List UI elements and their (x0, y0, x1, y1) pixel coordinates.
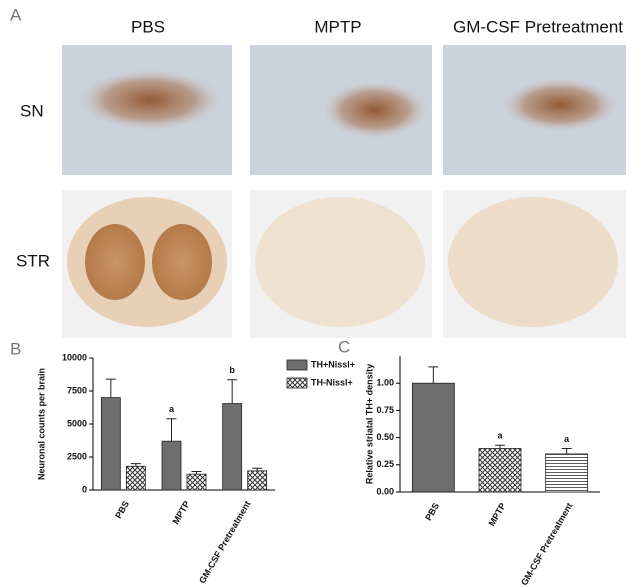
staining (320, 80, 430, 140)
annotation: b (229, 365, 235, 375)
y-tick-label: 0.00 (376, 486, 394, 496)
y-tick-label: 0.50 (376, 432, 394, 442)
bar (125, 465, 146, 491)
error-bar (252, 467, 263, 471)
x-tick-label: PBS (113, 499, 131, 520)
row-label: STR (16, 251, 50, 270)
y-tick-label: 0.75 (376, 405, 394, 415)
error-bar (191, 471, 202, 475)
bar (186, 473, 207, 491)
annotation: a (564, 434, 570, 444)
error-bar (561, 447, 572, 454)
bar (247, 470, 268, 491)
annotation: a (169, 404, 175, 414)
x-tick-label: GM-CSF Pretreatment (519, 501, 574, 587)
error-bar (428, 366, 439, 384)
y-axis-label: Relative striatal TH+ density (364, 364, 374, 484)
column-title: PBS (131, 17, 165, 36)
striatum (85, 224, 145, 300)
bar (100, 397, 121, 491)
panel-label: A (10, 5, 22, 24)
brain-slice (448, 197, 618, 327)
striatum (152, 224, 212, 300)
legend-label: TH+Nissl+ (311, 359, 355, 369)
legend-swatch (286, 377, 308, 389)
column-title: MPTP (314, 17, 361, 36)
legend-swatch (286, 359, 308, 371)
bar (478, 448, 522, 493)
staining (75, 68, 225, 132)
x-tick-label: MPTP (487, 501, 508, 528)
y-tick-label: 10000 (62, 352, 87, 362)
annotation: a (497, 431, 503, 441)
y-tick-label: 0.25 (376, 459, 394, 469)
y-tick-label: 1.00 (376, 378, 394, 388)
panel-label: B (10, 339, 21, 358)
panel-label: C (338, 337, 350, 356)
bar (161, 440, 182, 491)
error-bar (105, 378, 116, 398)
bar (545, 453, 589, 493)
x-tick-label: MPTP (171, 499, 192, 526)
micrographs (62, 45, 626, 338)
x-tick-label: GM-CSF Pretreatment (197, 499, 252, 585)
error-bar (227, 379, 238, 404)
bar (222, 403, 243, 491)
legend-label: TH-Nissl+ (311, 377, 353, 387)
y-axis-label: Neuronal counts per brain (36, 368, 46, 480)
brain-slice (255, 197, 425, 327)
staining (500, 77, 620, 133)
y-tick-label: 7500 (67, 385, 87, 395)
y-tick-label: 0 (82, 484, 87, 494)
x-tick-label: PBS (423, 501, 441, 522)
error-bar (166, 418, 177, 442)
error-bar (130, 463, 141, 467)
y-tick-label: 2500 (67, 451, 87, 461)
column-title: GM-CSF Pretreatment (453, 17, 623, 36)
row-label: SN (20, 101, 44, 120)
bar (411, 382, 455, 493)
y-tick-label: 5000 (67, 418, 87, 428)
error-bar (495, 444, 505, 449)
